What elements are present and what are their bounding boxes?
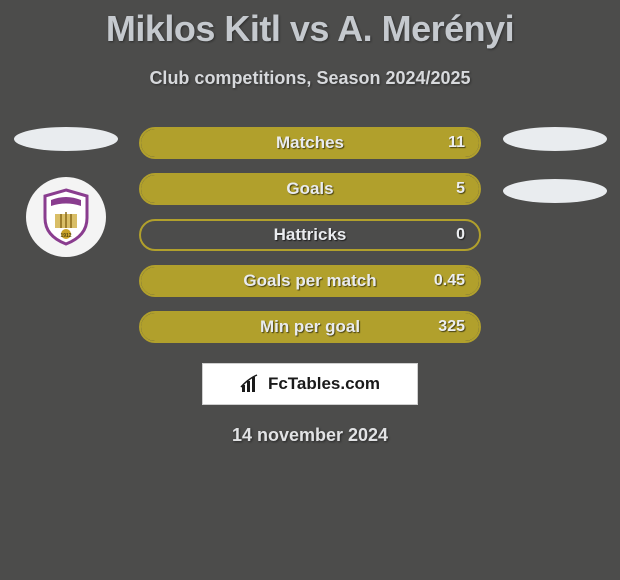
snapshot-date: 14 november 2024 [0,425,620,446]
right-player-column [497,127,612,203]
club-badge-left: 1912 [26,177,106,257]
stat-row-hattricks: Hattricks 0 [139,219,481,251]
club-badge-placeholder-right [503,179,607,203]
stat-value: 11 [448,134,465,152]
player-name-placeholder-left [14,127,118,151]
brand-watermark: FcTables.com [202,363,418,405]
stat-row-min-per-goal: Min per goal 325 [139,311,481,343]
stats-list: Matches 11 Goals 5 Hattricks 0 Goals per… [139,127,481,343]
stat-value: 0.45 [434,272,465,290]
stat-row-goals: Goals 5 [139,173,481,205]
comparison-subtitle: Club competitions, Season 2024/2025 [0,68,620,89]
stat-label: Goals [286,179,333,199]
stat-label: Goals per match [243,271,376,291]
stat-label: Min per goal [260,317,360,337]
stat-row-goals-per-match: Goals per match 0.45 [139,265,481,297]
svg-text:1912: 1912 [60,233,71,239]
stat-value: 325 [438,318,465,336]
stat-value: 0 [456,226,465,244]
left-player-column: 1912 [8,127,123,257]
comparison-title: Miklos Kitl vs A. Merényi [0,0,620,50]
player-name-placeholder-right [503,127,607,151]
stat-label: Hattricks [274,225,347,245]
stat-value: 5 [456,180,465,198]
stat-row-matches: Matches 11 [139,127,481,159]
shield-icon: 1912 [41,188,91,246]
stat-label: Matches [276,133,344,153]
bar-chart-icon [240,373,262,395]
brand-text: FcTables.com [268,374,380,394]
main-content: 1912 Matches 11 Goals 5 Hattricks 0 Goal… [0,127,620,446]
